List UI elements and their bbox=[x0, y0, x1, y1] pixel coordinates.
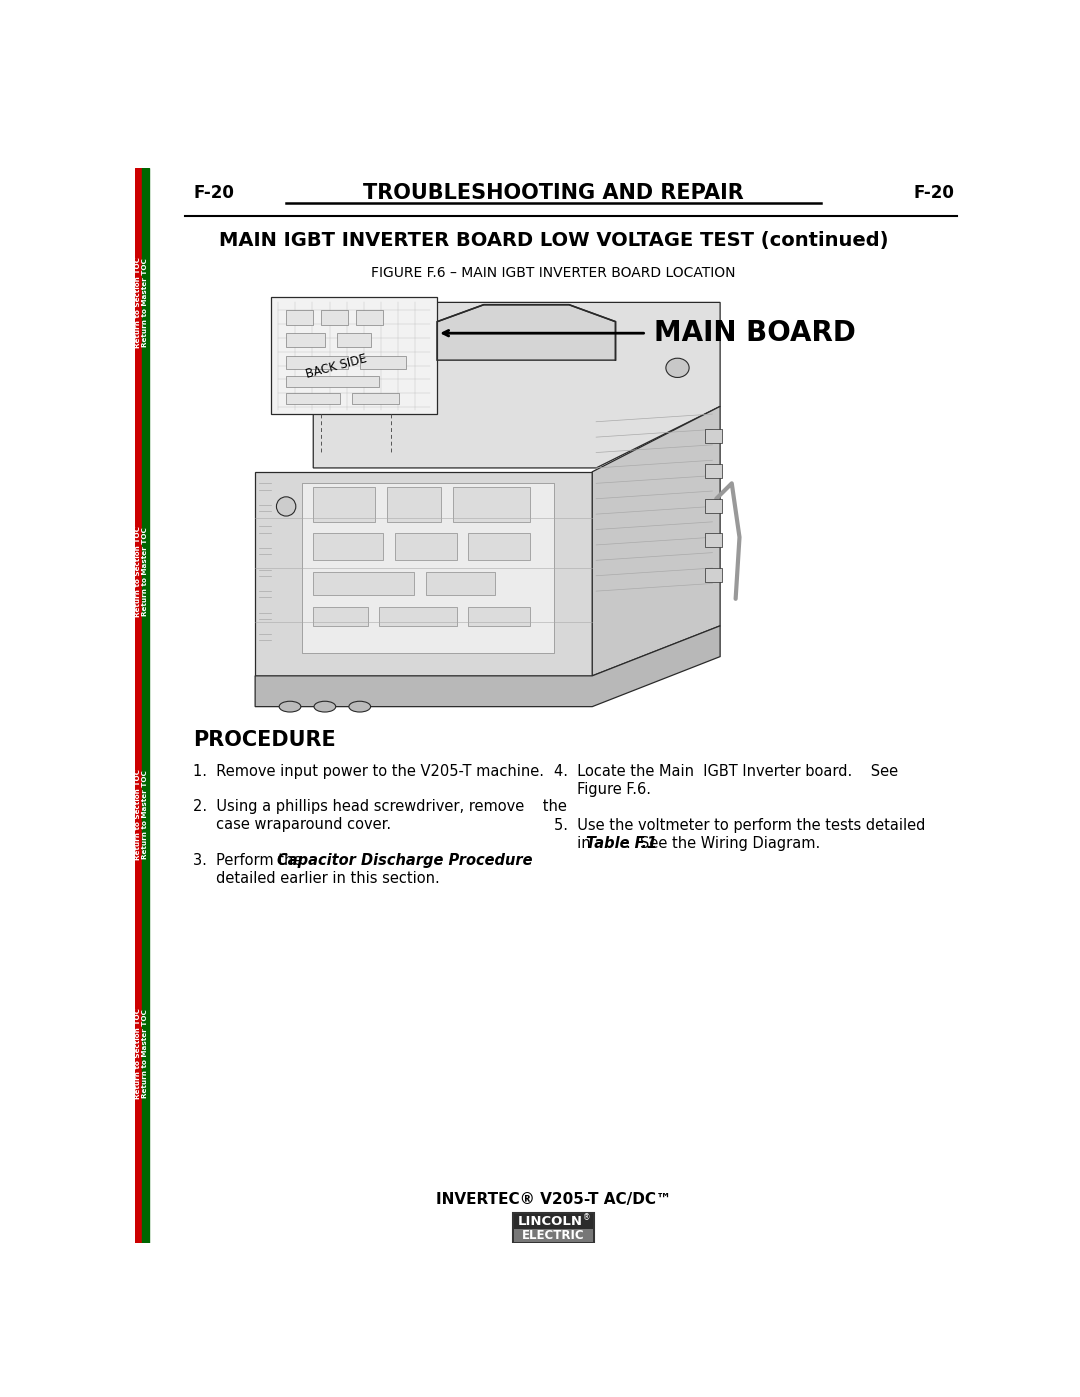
Text: 1.  Remove input power to the V205-T machine.: 1. Remove input power to the V205-T mach… bbox=[193, 764, 544, 780]
Polygon shape bbox=[271, 298, 437, 414]
Text: MAIN IGBT INVERTER BOARD LOW VOLTAGE TEST (continued): MAIN IGBT INVERTER BOARD LOW VOLTAGE TES… bbox=[219, 231, 888, 250]
Text: LINCOLN: LINCOLN bbox=[518, 1215, 583, 1228]
Text: FIGURE F.6 – MAIN IGBT INVERTER BOARD LOCATION: FIGURE F.6 – MAIN IGBT INVERTER BOARD LO… bbox=[372, 267, 735, 281]
Text: F-20: F-20 bbox=[914, 184, 955, 203]
Text: Table F.1: Table F.1 bbox=[586, 835, 657, 851]
Text: Figure F.6.: Figure F.6. bbox=[554, 782, 650, 798]
Text: Return to Master TOC: Return to Master TOC bbox=[143, 258, 148, 346]
Bar bbox=[286, 310, 313, 326]
Bar bbox=[313, 534, 383, 560]
Bar bbox=[513, 1214, 594, 1242]
Bar bbox=[394, 534, 457, 560]
Polygon shape bbox=[313, 302, 720, 468]
Text: ELECTRIC: ELECTRIC bbox=[523, 1229, 584, 1242]
Bar bbox=[469, 534, 530, 560]
Bar bbox=[469, 606, 530, 626]
Ellipse shape bbox=[314, 701, 336, 712]
Bar bbox=[704, 569, 721, 583]
Ellipse shape bbox=[279, 701, 301, 712]
Text: in: in bbox=[554, 835, 595, 851]
Bar bbox=[426, 571, 496, 595]
Bar bbox=[704, 499, 721, 513]
Bar bbox=[313, 606, 367, 626]
Text: ®: ® bbox=[583, 1214, 591, 1222]
Bar bbox=[387, 488, 441, 522]
Text: BACK SIDE: BACK SIDE bbox=[305, 352, 368, 381]
Text: .  See the Wiring Diagram.: . See the Wiring Diagram. bbox=[626, 835, 821, 851]
Text: detailed earlier in this section.: detailed earlier in this section. bbox=[193, 870, 440, 886]
Ellipse shape bbox=[276, 497, 296, 515]
Bar bbox=[352, 393, 399, 404]
Text: INVERTEC® V205-T AC/DC™: INVERTEC® V205-T AC/DC™ bbox=[436, 1192, 671, 1207]
Text: MAIN BOARD: MAIN BOARD bbox=[654, 319, 856, 348]
Text: Return to Section TOC: Return to Section TOC bbox=[135, 1007, 141, 1098]
Ellipse shape bbox=[666, 358, 689, 377]
Bar bbox=[356, 310, 383, 326]
Text: Return to Master TOC: Return to Master TOC bbox=[143, 1009, 148, 1098]
Text: 4.  Locate the Main  IGBT Inverter board.    See: 4. Locate the Main IGBT Inverter board. … bbox=[554, 764, 897, 780]
Text: Return to Master TOC: Return to Master TOC bbox=[143, 528, 148, 616]
Text: Return to Section TOC: Return to Section TOC bbox=[135, 768, 141, 861]
Polygon shape bbox=[301, 483, 554, 652]
Bar bbox=[704, 534, 721, 548]
Bar bbox=[514, 1228, 593, 1242]
Polygon shape bbox=[255, 472, 592, 676]
Bar bbox=[313, 571, 414, 595]
Text: 2.  Using a phillips head screwdriver, remove    the: 2. Using a phillips head screwdriver, re… bbox=[193, 799, 567, 814]
Bar bbox=[286, 376, 379, 387]
Polygon shape bbox=[255, 626, 720, 707]
Bar bbox=[453, 488, 530, 522]
Text: Return to Master TOC: Return to Master TOC bbox=[143, 770, 148, 859]
Bar bbox=[313, 488, 375, 522]
Bar bbox=[360, 356, 406, 369]
Bar bbox=[704, 429, 721, 443]
Bar bbox=[135, 168, 141, 1243]
Text: F-20: F-20 bbox=[193, 184, 234, 203]
Text: TROUBLESHOOTING AND REPAIR: TROUBLESHOOTING AND REPAIR bbox=[363, 183, 744, 203]
Text: 5.  Use the voltmeter to perform the tests detailed: 5. Use the voltmeter to perform the test… bbox=[554, 819, 924, 833]
Text: Return to Section TOC: Return to Section TOC bbox=[135, 527, 141, 617]
Polygon shape bbox=[437, 305, 616, 360]
Bar bbox=[379, 606, 457, 626]
Bar bbox=[286, 334, 325, 346]
Text: PROCEDURE: PROCEDURE bbox=[193, 729, 336, 750]
Bar bbox=[321, 310, 348, 326]
Text: Capacitor Discharge Procedure: Capacitor Discharge Procedure bbox=[276, 854, 532, 868]
Bar bbox=[337, 334, 372, 346]
Polygon shape bbox=[592, 407, 720, 676]
Bar bbox=[141, 168, 149, 1243]
Bar bbox=[286, 356, 348, 369]
Text: Return to Section TOC: Return to Section TOC bbox=[135, 257, 141, 348]
Bar bbox=[286, 393, 340, 404]
Text: case wraparound cover.: case wraparound cover. bbox=[193, 817, 391, 831]
Text: 3.  Perform the: 3. Perform the bbox=[193, 854, 307, 868]
Ellipse shape bbox=[349, 701, 370, 712]
Bar bbox=[704, 464, 721, 478]
